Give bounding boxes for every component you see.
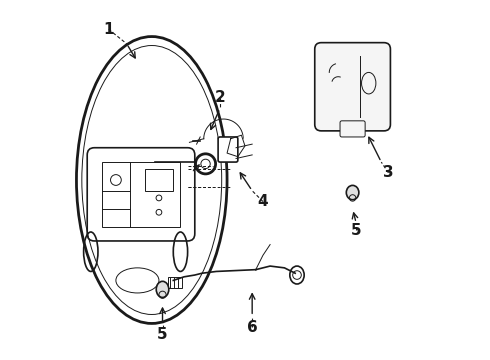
Text: 5: 5	[157, 327, 168, 342]
Bar	[101, 162, 180, 226]
Ellipse shape	[346, 185, 359, 200]
Polygon shape	[227, 135, 245, 157]
Text: 1: 1	[103, 22, 114, 37]
FancyBboxPatch shape	[340, 121, 365, 137]
Text: 6: 6	[247, 320, 258, 334]
Text: 3: 3	[383, 165, 394, 180]
FancyBboxPatch shape	[315, 42, 391, 131]
Bar	[168, 277, 182, 288]
FancyBboxPatch shape	[218, 137, 238, 162]
Bar	[145, 169, 173, 191]
Text: 4: 4	[258, 194, 268, 209]
Text: 5: 5	[351, 223, 362, 238]
Text: 2: 2	[215, 90, 225, 105]
Ellipse shape	[156, 281, 169, 297]
